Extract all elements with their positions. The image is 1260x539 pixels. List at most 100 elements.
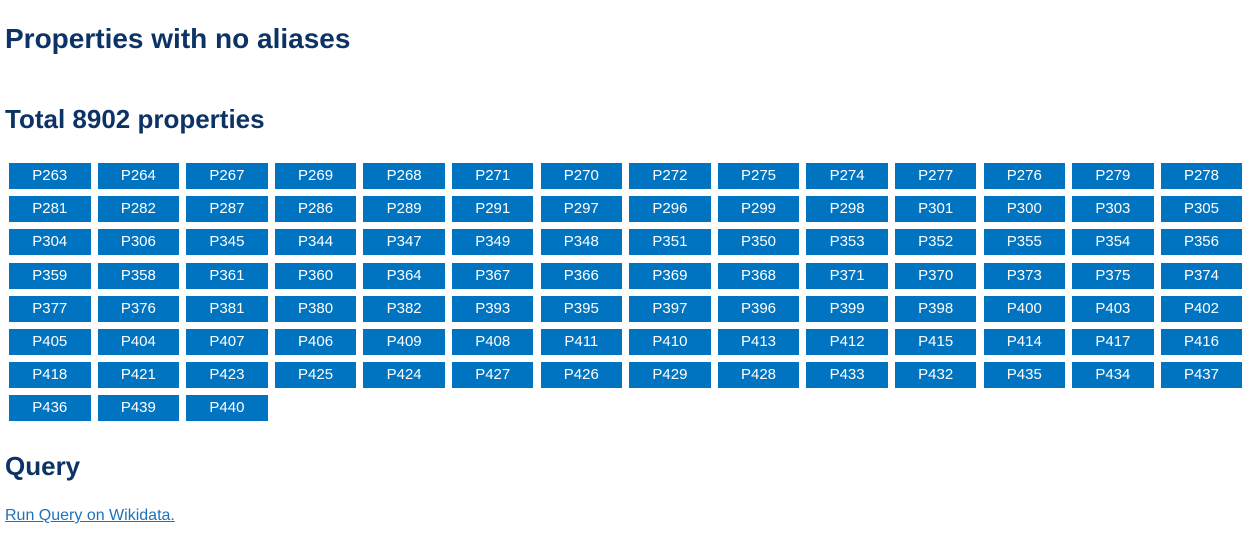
property-chip[interactable]: P439 bbox=[97, 395, 180, 422]
property-chip[interactable]: P364 bbox=[363, 262, 445, 289]
property-chip[interactable]: P297 bbox=[540, 196, 623, 223]
property-chip[interactable]: P416 bbox=[1160, 328, 1243, 355]
property-chip[interactable]: P398 bbox=[894, 295, 977, 322]
property-chip[interactable]: P400 bbox=[983, 295, 1066, 322]
property-chip[interactable]: P306 bbox=[97, 229, 180, 256]
property-chip[interactable]: P298 bbox=[806, 196, 888, 223]
property-chip[interactable]: P299 bbox=[717, 196, 800, 223]
property-chip[interactable]: P433 bbox=[806, 362, 888, 389]
property-chip[interactable]: P301 bbox=[894, 196, 977, 223]
property-chip[interactable]: P412 bbox=[806, 328, 888, 355]
property-chip[interactable]: P436 bbox=[9, 395, 91, 422]
property-chip[interactable]: P304 bbox=[9, 229, 91, 256]
property-chip[interactable]: P347 bbox=[363, 229, 445, 256]
property-chip[interactable]: P429 bbox=[629, 362, 711, 389]
property-chip[interactable]: P409 bbox=[363, 328, 445, 355]
property-chip[interactable]: P382 bbox=[363, 295, 445, 322]
property-chip[interactable]: P424 bbox=[363, 362, 445, 389]
property-chip[interactable]: P282 bbox=[97, 196, 180, 223]
property-chip[interactable]: P434 bbox=[1072, 362, 1154, 389]
property-chip[interactable]: P425 bbox=[274, 362, 357, 389]
property-chip[interactable]: P396 bbox=[717, 295, 800, 322]
property-chip[interactable]: P355 bbox=[983, 229, 1066, 256]
property-chip[interactable]: P267 bbox=[186, 163, 268, 189]
property-chip[interactable]: P287 bbox=[186, 196, 268, 223]
property-chip[interactable]: P403 bbox=[1072, 295, 1154, 322]
property-chip[interactable]: P361 bbox=[186, 262, 268, 289]
property-chip[interactable]: P274 bbox=[806, 163, 888, 189]
property-chip[interactable]: P380 bbox=[274, 295, 357, 322]
property-chip[interactable]: P352 bbox=[894, 229, 977, 256]
property-chip[interactable]: P437 bbox=[1160, 362, 1243, 389]
property-chip[interactable]: P374 bbox=[1160, 262, 1243, 289]
property-chip[interactable]: P367 bbox=[451, 262, 534, 289]
property-chip[interactable]: P402 bbox=[1160, 295, 1243, 322]
property-chip[interactable]: P377 bbox=[9, 295, 91, 322]
property-chip[interactable]: P417 bbox=[1072, 328, 1154, 355]
property-chip[interactable]: P305 bbox=[1160, 196, 1243, 223]
property-chip[interactable]: P351 bbox=[629, 229, 711, 256]
property-chip[interactable]: P279 bbox=[1072, 163, 1154, 189]
property-chip[interactable]: P269 bbox=[274, 163, 357, 189]
property-chip[interactable]: P427 bbox=[451, 362, 534, 389]
property-chip[interactable]: P399 bbox=[806, 295, 888, 322]
property-chip[interactable]: P277 bbox=[894, 163, 977, 189]
property-chip[interactable]: P435 bbox=[983, 362, 1066, 389]
property-chip[interactable]: P393 bbox=[451, 295, 534, 322]
run-query-link[interactable]: Run Query on Wikidata. bbox=[5, 507, 175, 524]
property-chip[interactable]: P421 bbox=[97, 362, 180, 389]
property-chip[interactable]: P432 bbox=[894, 362, 977, 389]
property-chip[interactable]: P415 bbox=[894, 328, 977, 355]
property-chip[interactable]: P405 bbox=[9, 328, 91, 355]
property-chip[interactable]: P276 bbox=[983, 163, 1066, 189]
property-chip[interactable]: P406 bbox=[274, 328, 357, 355]
property-chip[interactable]: P375 bbox=[1072, 262, 1154, 289]
property-chip[interactable]: P344 bbox=[274, 229, 357, 256]
property-chip[interactable]: P376 bbox=[97, 295, 180, 322]
property-chip[interactable]: P366 bbox=[540, 262, 623, 289]
property-chip[interactable]: P370 bbox=[894, 262, 977, 289]
property-chip[interactable]: P358 bbox=[97, 262, 180, 289]
property-chip[interactable]: P423 bbox=[186, 362, 268, 389]
property-chip[interactable]: P408 bbox=[451, 328, 534, 355]
property-chip[interactable]: P371 bbox=[806, 262, 888, 289]
property-chip[interactable]: P368 bbox=[717, 262, 800, 289]
property-chip[interactable]: P411 bbox=[540, 328, 623, 355]
property-chip[interactable]: P407 bbox=[186, 328, 268, 355]
property-chip[interactable]: P278 bbox=[1160, 163, 1243, 189]
property-chip[interactable]: P275 bbox=[717, 163, 800, 189]
property-chip[interactable]: P356 bbox=[1160, 229, 1243, 256]
property-chip[interactable]: P349 bbox=[451, 229, 534, 256]
property-chip[interactable]: P289 bbox=[363, 196, 445, 223]
property-chip[interactable]: P263 bbox=[9, 163, 91, 189]
property-chip[interactable]: P350 bbox=[717, 229, 800, 256]
property-chip[interactable]: P286 bbox=[274, 196, 357, 223]
property-chip[interactable]: P264 bbox=[97, 163, 180, 189]
property-chip[interactable]: P272 bbox=[629, 163, 711, 189]
property-chip[interactable]: P296 bbox=[629, 196, 711, 223]
property-chip[interactable]: P369 bbox=[629, 262, 711, 289]
property-chip[interactable]: P360 bbox=[274, 262, 357, 289]
property-chip[interactable]: P418 bbox=[9, 362, 91, 389]
property-chip[interactable]: P410 bbox=[629, 328, 711, 355]
property-chip[interactable]: P428 bbox=[717, 362, 800, 389]
property-chip[interactable]: P395 bbox=[540, 295, 623, 322]
property-chip[interactable]: P373 bbox=[983, 262, 1066, 289]
property-chip[interactable]: P291 bbox=[451, 196, 534, 223]
property-chip[interactable]: P413 bbox=[717, 328, 800, 355]
property-chip[interactable]: P404 bbox=[97, 328, 180, 355]
property-chip[interactable]: P381 bbox=[186, 295, 268, 322]
property-chip[interactable]: P303 bbox=[1072, 196, 1154, 223]
property-chip[interactable]: P414 bbox=[983, 328, 1066, 355]
property-chip[interactable]: P271 bbox=[451, 163, 534, 189]
property-chip[interactable]: P426 bbox=[540, 362, 623, 389]
property-chip[interactable]: P353 bbox=[806, 229, 888, 256]
property-chip[interactable]: P359 bbox=[9, 262, 91, 289]
property-chip[interactable]: P268 bbox=[363, 163, 445, 189]
property-chip[interactable]: P348 bbox=[540, 229, 623, 256]
property-chip[interactable]: P397 bbox=[629, 295, 711, 322]
property-chip[interactable]: P300 bbox=[983, 196, 1066, 223]
property-chip[interactable]: P354 bbox=[1072, 229, 1154, 256]
property-chip[interactable]: P281 bbox=[9, 196, 91, 223]
property-chip[interactable]: P345 bbox=[186, 229, 268, 256]
